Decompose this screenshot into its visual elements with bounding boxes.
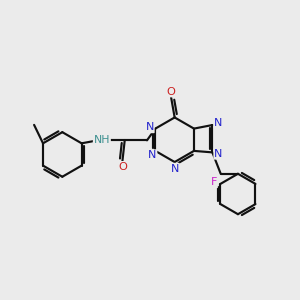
- Text: N: N: [146, 122, 154, 132]
- Text: O: O: [118, 162, 127, 172]
- Text: O: O: [167, 87, 176, 97]
- Text: N: N: [148, 150, 157, 160]
- Text: NH: NH: [94, 135, 110, 145]
- Text: N: N: [214, 118, 223, 128]
- Text: N: N: [170, 164, 179, 174]
- Text: F: F: [211, 177, 217, 188]
- Text: N: N: [214, 149, 223, 159]
